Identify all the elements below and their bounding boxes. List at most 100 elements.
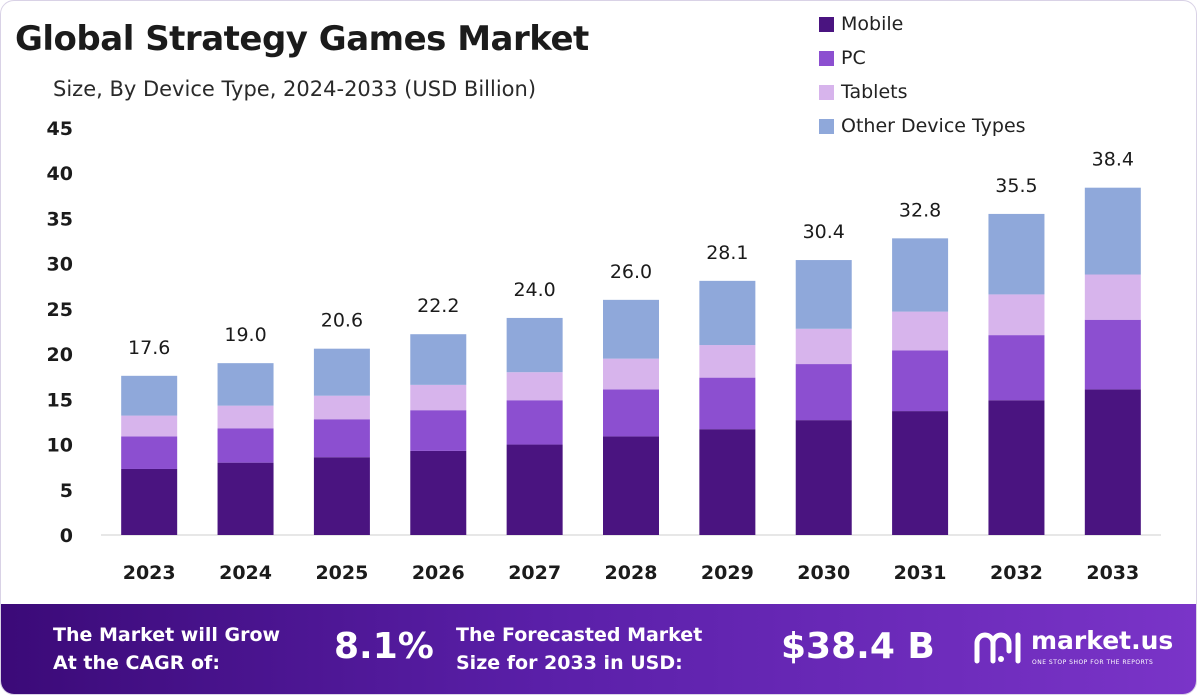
bar-segment-other-device-types xyxy=(795,260,852,329)
bar-segment-pc xyxy=(121,436,178,469)
x-tick-label: 2027 xyxy=(508,562,561,584)
bar-total-label: 38.4 xyxy=(1092,149,1134,171)
forecast-label: The Forecasted Market Size for 2033 in U… xyxy=(456,621,702,677)
bar-segment-mobile xyxy=(1084,389,1141,535)
bar-segment-other-device-types xyxy=(699,280,756,346)
bar-segment-pc xyxy=(313,419,370,458)
bar-segment-pc xyxy=(603,389,659,437)
legend-label-other: Other Device Types xyxy=(841,115,1026,137)
bar-segment-tablets xyxy=(699,345,756,378)
bar-segment-tablets xyxy=(795,328,852,365)
chart-subtitle: Size, By Device Type, 2024-2033 (USD Bil… xyxy=(53,77,537,101)
bar-segment-pc xyxy=(795,364,852,421)
stacked-bar-chart: 05101520253035404517.6202319.0202420.620… xyxy=(47,118,1161,584)
bar-segment-tablets xyxy=(892,311,949,351)
bar-segment-pc xyxy=(506,400,563,445)
bar-segment-mobile xyxy=(410,450,467,535)
bar-total-label: 28.1 xyxy=(706,242,748,264)
brand-name: market.us xyxy=(1031,626,1174,655)
bar-segment-tablets xyxy=(217,405,274,429)
bar-segment-mobile xyxy=(217,462,274,535)
bar-total-label: 35.5 xyxy=(995,175,1037,197)
bar-segment-other-device-types xyxy=(410,334,467,385)
legend-label-mobile: Mobile xyxy=(841,13,904,35)
forecast-label-line2: Size for 2033 in USD: xyxy=(456,652,683,674)
forecast-value: $38.4 B xyxy=(781,626,935,667)
bar-segment-other-device-types xyxy=(121,375,178,416)
summary-footer: The Market will Grow At the CAGR of: 8.1… xyxy=(1,604,1196,694)
y-tick-label: 30 xyxy=(47,254,73,276)
x-tick-label: 2026 xyxy=(412,562,465,584)
bar-segment-pc xyxy=(988,335,1045,401)
bar-total-label: 30.4 xyxy=(803,221,845,243)
x-tick-label: 2033 xyxy=(1086,562,1139,584)
legend-item-pc: PC xyxy=(819,41,1026,75)
bar-total-label: 24.0 xyxy=(513,279,555,301)
y-tick-label: 40 xyxy=(47,163,73,185)
bar-segment-other-device-types xyxy=(603,299,659,359)
bar-segment-tablets xyxy=(603,358,659,390)
bar-segment-mobile xyxy=(892,411,949,535)
bar-segment-other-device-types xyxy=(988,213,1045,295)
forecast-label-line1: The Forecasted Market xyxy=(456,624,703,646)
y-tick-label: 15 xyxy=(47,389,73,411)
chart-title: Global Strategy Games Market xyxy=(15,19,589,59)
bar-segment-mobile xyxy=(699,429,756,535)
cagr-label: The Market will Grow At the CAGR of: xyxy=(53,621,280,677)
bar-total-label: 22.2 xyxy=(417,295,459,317)
bar-segment-other-device-types xyxy=(217,363,274,406)
x-tick-label: 2025 xyxy=(315,562,368,584)
bar-segment-pc xyxy=(699,377,756,430)
bar-segment-mobile xyxy=(988,400,1045,535)
bar-segment-mobile xyxy=(795,420,852,535)
bar-segment-pc xyxy=(217,428,274,463)
bar-segment-tablets xyxy=(506,372,563,401)
legend-item-mobile: Mobile xyxy=(819,7,1026,41)
bar-total-label: 32.8 xyxy=(899,199,941,221)
legend-swatch-tablets xyxy=(819,84,834,100)
legend-label-pc: PC xyxy=(841,47,866,69)
y-tick-label: 45 xyxy=(47,118,73,140)
bar-segment-tablets xyxy=(1084,274,1141,320)
legend-item-other: Other Device Types xyxy=(819,109,1026,143)
bar-segment-other-device-types xyxy=(313,348,370,396)
bar-segment-tablets xyxy=(988,294,1045,336)
bar-segment-tablets xyxy=(121,415,178,437)
chart-legend: Mobile PC Tablets Other Device Types xyxy=(819,7,1026,143)
bar-segment-pc xyxy=(1084,319,1141,390)
y-tick-label: 20 xyxy=(47,344,73,366)
y-tick-label: 35 xyxy=(47,208,73,230)
bar-segment-mobile xyxy=(603,436,659,535)
bar-total-label: 20.6 xyxy=(321,310,363,332)
market-us-logo-icon xyxy=(974,632,1021,664)
bar-segment-other-device-types xyxy=(1084,187,1141,275)
x-tick-label: 2031 xyxy=(894,562,947,584)
bar-total-label: 19.0 xyxy=(224,324,266,346)
cagr-value: 8.1% xyxy=(334,626,434,667)
legend-swatch-mobile xyxy=(819,16,834,32)
legend-swatch-other xyxy=(819,118,834,134)
bar-segment-pc xyxy=(892,350,949,412)
y-tick-label: 0 xyxy=(60,525,73,547)
x-tick-label: 2029 xyxy=(701,562,754,584)
bar-total-label: 26.0 xyxy=(610,261,652,283)
bar-segment-pc xyxy=(410,410,467,451)
legend-swatch-pc xyxy=(819,50,834,66)
bar-segment-tablets xyxy=(410,384,467,411)
x-tick-label: 2023 xyxy=(123,562,176,584)
bar-segment-other-device-types xyxy=(892,238,949,312)
x-tick-label: 2030 xyxy=(797,562,850,584)
cagr-label-line1: The Market will Grow xyxy=(53,624,281,646)
legend-item-tablets: Tablets xyxy=(819,75,1026,109)
bar-segment-mobile xyxy=(313,457,370,535)
cagr-label-line2: At the CAGR of: xyxy=(53,652,220,674)
legend-label-tablets: Tablets xyxy=(841,81,908,103)
bar-segment-mobile xyxy=(506,444,563,535)
bar-segment-mobile xyxy=(121,468,178,535)
x-tick-label: 2032 xyxy=(990,562,1043,584)
y-tick-label: 10 xyxy=(47,435,73,457)
bar-segment-tablets xyxy=(313,395,370,420)
bar-total-label: 17.6 xyxy=(128,337,170,359)
brand-tagline: ONE STOP SHOP FOR THE REPORTS xyxy=(1032,659,1154,666)
